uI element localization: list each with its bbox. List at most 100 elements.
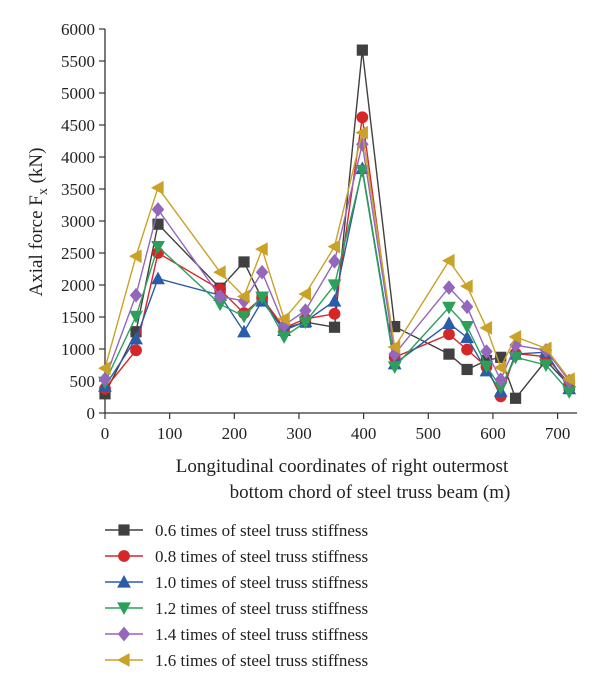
data-point bbox=[238, 256, 250, 268]
data-point bbox=[460, 320, 474, 334]
data-point bbox=[442, 316, 456, 330]
data-point bbox=[508, 329, 522, 344]
x-tick-label: 0 bbox=[101, 424, 110, 443]
x-axis-title-line-2: bottom chord of steel truss beam (m) bbox=[230, 482, 511, 503]
y-tick-label: 4000 bbox=[61, 148, 95, 167]
data-point bbox=[443, 348, 455, 360]
y-tick-label: 5000 bbox=[61, 84, 95, 103]
data-point bbox=[213, 265, 226, 280]
legend-label: 0.8 times of steel truss stiffness bbox=[155, 547, 368, 566]
data-point bbox=[151, 240, 165, 254]
data-point bbox=[327, 293, 342, 307]
series-group bbox=[97, 44, 577, 404]
legend: 0.6 times of steel truss stiffness 0.8 ti… bbox=[105, 521, 368, 670]
data-point bbox=[255, 291, 269, 305]
data-point bbox=[237, 324, 251, 338]
data-point bbox=[460, 299, 474, 315]
data-point bbox=[97, 361, 111, 376]
y-tick-label: 3500 bbox=[61, 180, 95, 199]
data-point bbox=[562, 372, 575, 386]
data-point bbox=[299, 303, 312, 318]
series-1 bbox=[99, 44, 575, 404]
data-point bbox=[237, 310, 251, 324]
data-point bbox=[298, 287, 312, 301]
data-point bbox=[480, 344, 493, 359]
legend-marker bbox=[118, 550, 130, 562]
data-point bbox=[328, 254, 341, 269]
legend-label: 1.4 times of steel truss stiffness bbox=[155, 625, 368, 644]
y-tick-label: 4500 bbox=[61, 116, 95, 135]
y-tick-label: 3000 bbox=[61, 212, 95, 231]
data-point bbox=[328, 321, 341, 333]
legend-entry: 1.2 times of steel truss stiffness bbox=[105, 599, 368, 618]
data-point bbox=[356, 44, 368, 56]
legend-entry: 0.8 times of steel truss stiffness bbox=[105, 547, 368, 566]
legend-marker bbox=[117, 574, 131, 588]
legend-entry: 1.0 times of steel truss stiffness bbox=[105, 573, 368, 592]
series-line bbox=[104, 132, 570, 380]
series-line bbox=[104, 144, 570, 382]
y-tick-label: 0 bbox=[87, 404, 96, 423]
series-6 bbox=[97, 125, 575, 386]
x-axis-title-line-1: Longitudinal coordinates of right outerm… bbox=[176, 456, 509, 477]
y-tick-label: 1500 bbox=[61, 308, 95, 327]
legend-label: 1.2 times of steel truss stiffness bbox=[155, 599, 368, 618]
y-tick-label: 6000 bbox=[61, 20, 95, 39]
series-line bbox=[104, 50, 570, 400]
data-point bbox=[128, 249, 142, 264]
y-tick-label: 5500 bbox=[61, 52, 95, 71]
data-point bbox=[129, 287, 143, 303]
data-point bbox=[328, 307, 341, 320]
x-tick-label: 700 bbox=[545, 424, 571, 443]
y-tick-label: 2000 bbox=[61, 276, 95, 295]
legend-entry: 1.4 times of steel truss stiffness bbox=[105, 625, 368, 644]
data-point bbox=[277, 312, 290, 326]
data-point bbox=[327, 239, 341, 254]
legend-marker bbox=[117, 626, 131, 642]
data-point bbox=[255, 242, 268, 257]
x-tick-label: 500 bbox=[416, 424, 442, 443]
data-point bbox=[443, 328, 455, 341]
series-5 bbox=[98, 136, 576, 389]
x-tick-label: 100 bbox=[157, 424, 183, 443]
data-point bbox=[389, 320, 401, 333]
data-point bbox=[479, 360, 494, 374]
legend-entry: 1.6 times of steel truss stiffness bbox=[105, 651, 368, 670]
y-tick-label: 1000 bbox=[61, 340, 95, 359]
data-point bbox=[460, 330, 474, 344]
legend-label: 0.6 times of steel truss stiffness bbox=[155, 521, 368, 540]
data-point bbox=[387, 340, 401, 354]
data-point bbox=[152, 218, 164, 230]
data-point bbox=[277, 331, 291, 344]
data-point bbox=[327, 279, 342, 293]
data-point bbox=[150, 180, 164, 195]
data-point bbox=[151, 271, 165, 285]
data-point bbox=[442, 280, 456, 295]
legend-marker bbox=[116, 653, 130, 667]
y-axis-title: Axial force Fx (kN) bbox=[26, 148, 51, 297]
data-point bbox=[213, 289, 227, 304]
data-point bbox=[355, 125, 368, 140]
data-point bbox=[236, 289, 250, 304]
data-point bbox=[460, 279, 473, 294]
data-point bbox=[129, 331, 143, 345]
y-tick-label: 500 bbox=[70, 372, 96, 391]
data-point bbox=[461, 343, 473, 356]
data-point bbox=[98, 371, 112, 387]
data-point bbox=[441, 253, 455, 268]
data-point bbox=[538, 341, 552, 356]
data-point bbox=[442, 301, 456, 315]
data-point bbox=[461, 363, 473, 376]
data-point bbox=[493, 360, 507, 375]
data-point bbox=[387, 361, 402, 374]
data-point bbox=[479, 321, 493, 335]
data-point bbox=[255, 264, 269, 280]
data-point bbox=[494, 372, 507, 388]
data-point bbox=[130, 344, 142, 357]
x-tick-label: 300 bbox=[286, 424, 312, 443]
legend-label: 1.6 times of steel truss stiffness bbox=[155, 651, 368, 670]
legend-label: 1.0 times of steel truss stiffness bbox=[155, 573, 368, 592]
x-tick-label: 600 bbox=[480, 424, 506, 443]
legend-marker bbox=[118, 524, 130, 536]
